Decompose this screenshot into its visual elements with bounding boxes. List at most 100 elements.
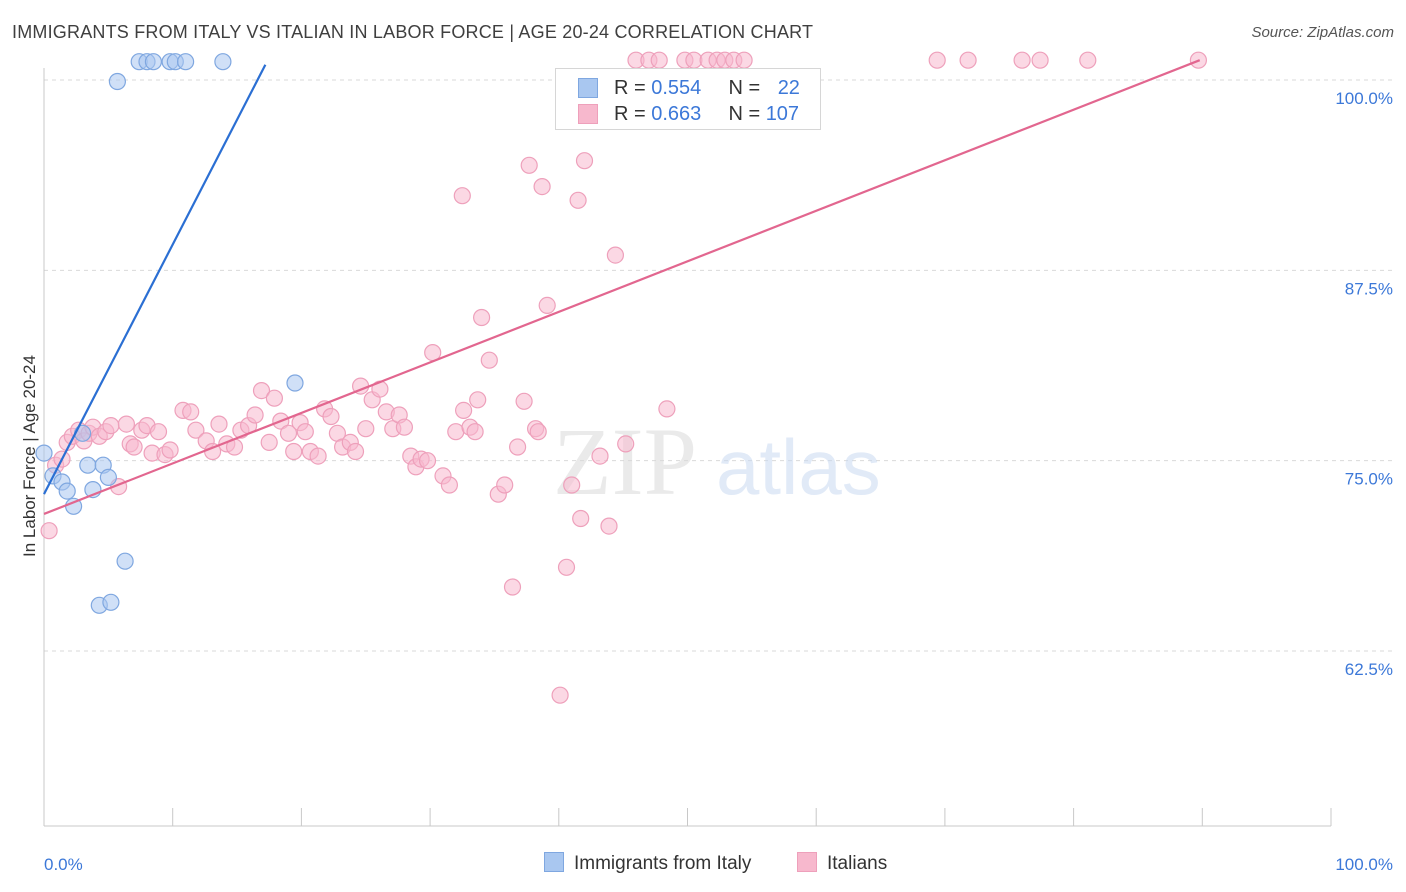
point-italians [102,417,120,435]
point-italians [520,156,538,174]
y-tick-label: 62.5% [1345,660,1393,679]
legend-r-label: R = [614,77,652,99]
legend-r-value: 0.554 [651,77,702,99]
point-italians [1079,51,1097,69]
point-italians [265,389,283,407]
point-italians [515,392,533,410]
point-immigrants-from-italy [177,53,195,71]
y-tick-label: 75.0% [1345,470,1393,489]
point-immigrants-from-italy [73,424,92,442]
y-tick-label: 100.0% [1335,89,1393,108]
point-italians [496,476,514,494]
point-italians [503,578,522,596]
point-italians [418,452,437,470]
legend-n-label: N = [728,103,766,125]
point-italians [569,191,587,209]
legend-italians: Italians [797,852,887,875]
point-italians [346,442,365,461]
point-italians [447,423,465,441]
point-italians [125,438,143,456]
legend-r-value: 0.663 [651,103,702,125]
point-italians [658,400,676,418]
watermark: ZIP atlas [553,408,881,515]
point-immigrants-from-italy [99,468,118,486]
y-axis-label: In Labor Force | Age 20-24 [20,355,39,557]
point-immigrants-from-italy [116,552,134,570]
point-italians [466,423,484,441]
point-italians [210,415,228,433]
x-tick-label: 100.0% [1335,855,1393,874]
legend-n-value: 107 [765,103,800,125]
grid-lines [44,79,1393,652]
point-italians [551,686,569,704]
point-italians [538,296,556,314]
point-immigrants-from-italy [144,53,162,71]
x-tick-label: 0.0% [44,855,83,874]
chart-title: IMMIGRANTS FROM ITALY VS ITALIAN IN LABO… [12,22,814,42]
point-italians [959,51,977,69]
point-italians [572,509,590,528]
watermark-atlas: atlas [716,423,881,511]
legend-swatch-blue [578,78,598,98]
legend-label: Italians [827,853,888,874]
point-italians [260,433,278,451]
point-italians [440,476,458,494]
point-italians [455,401,473,419]
point-italians [309,447,327,465]
legend-swatch-pink [578,104,598,124]
y-tick-label: 87.5% [1345,279,1393,298]
point-italians [557,558,576,576]
point-italians [508,438,527,456]
point-italians [591,447,609,465]
point-italians [322,407,340,426]
point-italians [246,406,264,424]
point-italians [469,391,487,409]
point-italians [252,382,271,400]
point-italians [453,187,471,205]
point-immigrants-from-italy [286,374,304,392]
point-italians [575,152,594,170]
point-italians [735,51,753,69]
point-italians [296,423,314,441]
point-italians [600,517,618,535]
point-italians [285,442,303,461]
legend-n-label: N = [728,77,766,99]
point-italians [1031,51,1049,69]
tick-labels: 62.5% 75.0% 87.5% 100.0% 0.0% 100.0% [44,89,1393,874]
watermark-zip: ZIP [553,408,697,515]
point-italians [650,51,668,69]
point-italians [161,441,179,459]
legend-label: Immigrants from Italy [574,853,752,874]
point-italians [480,351,498,369]
point-italians [279,424,298,442]
trend-lines [43,59,1201,515]
point-immigrants-from-italy [108,72,127,91]
point-italians [606,246,625,264]
point-italians [563,476,581,494]
legend-n-value: 22 [777,77,800,99]
point-italians [357,420,375,438]
point-italians [928,51,946,69]
point-italians [617,435,635,453]
trend-line-italians [43,59,1201,515]
point-italians [473,308,491,327]
point-immigrants-from-italy [35,444,53,462]
point-italians [149,423,168,441]
point-italians [1013,51,1031,69]
source-credit: Source: ZipAtlas.com [1251,24,1394,41]
legend-immigrants-from-italy: Immigrants from Italy [544,852,751,875]
point-immigrants-from-italy [79,456,97,474]
point-italians [117,415,136,433]
trend-line-immigrants-from-italy [43,64,267,495]
point-italians [182,403,200,421]
point-italians [187,421,205,439]
data-points [35,51,1208,704]
point-immigrants-from-italy [102,593,120,611]
stats-legend: R = 0.554 N = 22 R = 0.663 N = 107 [555,68,821,130]
point-italians [40,522,58,540]
point-immigrants-from-italy [214,53,232,71]
legend-swatch-pink [797,852,817,872]
point-italians [529,423,547,441]
legend-r-label: R = [614,103,652,125]
